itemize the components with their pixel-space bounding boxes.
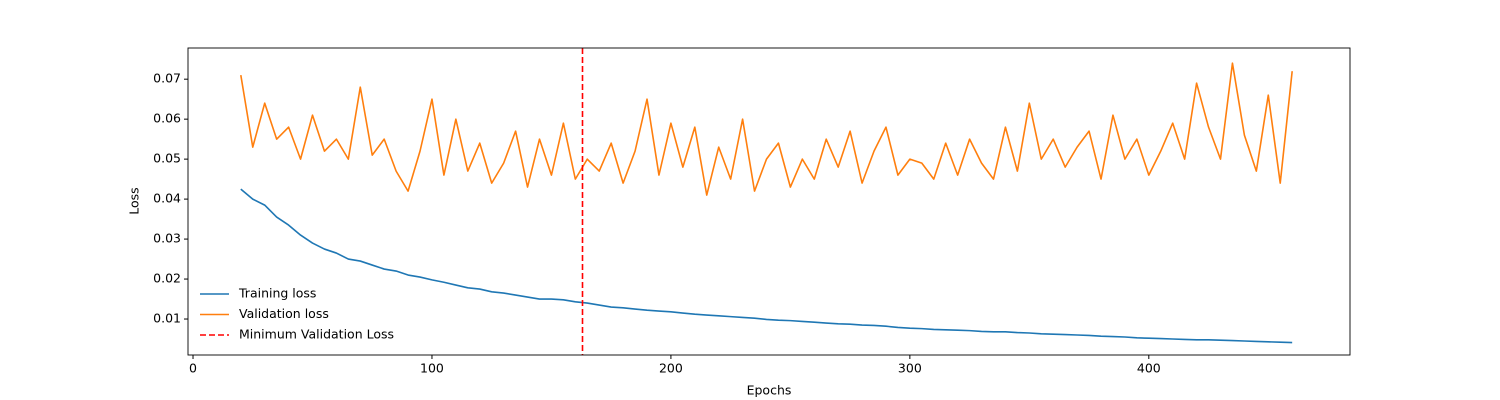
legend-label: Validation loss	[239, 306, 329, 321]
y-tick-label: 0.03	[153, 231, 181, 246]
series-line	[240, 62, 1293, 196]
x-tick-label: 400	[1137, 361, 1161, 376]
legend-label: Minimum Validation Loss	[239, 327, 394, 342]
y-tick-label: 0.06	[153, 111, 181, 126]
x-axis-label: Epochs	[747, 383, 792, 398]
y-tick-label: 0.05	[153, 151, 181, 166]
x-tick-label: 300	[898, 361, 922, 376]
y-tick-label: 0.01	[153, 311, 181, 326]
y-axis-label: Loss	[127, 187, 142, 214]
legend-label: Training loss	[238, 286, 316, 301]
plot-frame	[187, 47, 1351, 356]
x-tick-label: 0	[189, 361, 197, 376]
x-tick-label: 100	[420, 361, 444, 376]
x-tick-label: 200	[659, 361, 683, 376]
y-tick-label: 0.04	[153, 191, 181, 206]
series-line	[240, 188, 1293, 344]
y-tick-label: 0.07	[153, 71, 181, 86]
y-tick-label: 0.02	[153, 271, 181, 286]
